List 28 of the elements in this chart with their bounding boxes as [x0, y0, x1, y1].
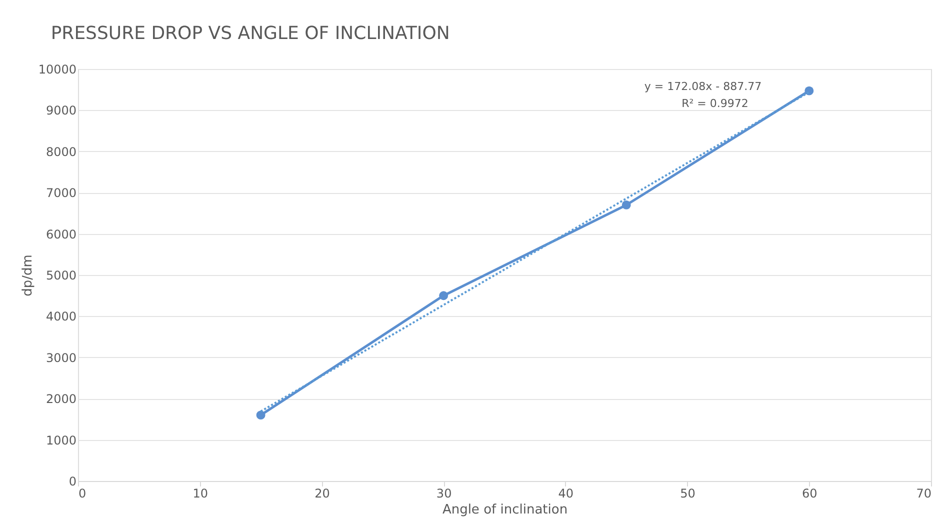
y-tick-label: 0 — [68, 474, 76, 488]
x-tick-label: 60 — [802, 486, 818, 500]
y-tick-label: 5000 — [46, 268, 76, 282]
x-axis-title: Angle of inclination — [442, 502, 568, 518]
y-tick-label: 6000 — [46, 227, 76, 242]
point — [256, 410, 266, 420]
y-tick-label: 2000 — [46, 392, 76, 406]
y-tick-label: 7000 — [46, 186, 76, 200]
y-axis-title: dp/dm — [20, 254, 36, 296]
y-tick-label: 3000 — [46, 350, 76, 365]
x-tick-label: 40 — [558, 486, 574, 500]
point — [622, 200, 631, 210]
annotation: R² = 0.9972 — [682, 97, 748, 110]
x-tick-label: 20 — [314, 486, 330, 500]
y-tick-label: 10000 — [38, 62, 76, 76]
x-tick-label: 70 — [916, 486, 932, 500]
x-tick-label: 30 — [436, 486, 452, 500]
y-tick-label: 1000 — [46, 433, 76, 448]
y-tick-label: 4000 — [46, 310, 76, 324]
x-tick-label: 0 — [78, 486, 86, 500]
point — [804, 86, 814, 96]
x-tick-label: 10 — [192, 486, 208, 500]
y-tick-label: 8000 — [46, 144, 76, 159]
y-tick-label: 9000 — [46, 104, 76, 118]
x-tick-label: 50 — [680, 486, 696, 500]
point — [439, 291, 448, 300]
chart-title: PRESSURE DROP VS ANGLE OF INCLINATION — [50, 23, 450, 44]
annotation: y = 172.08x - 887.77 — [644, 80, 762, 93]
